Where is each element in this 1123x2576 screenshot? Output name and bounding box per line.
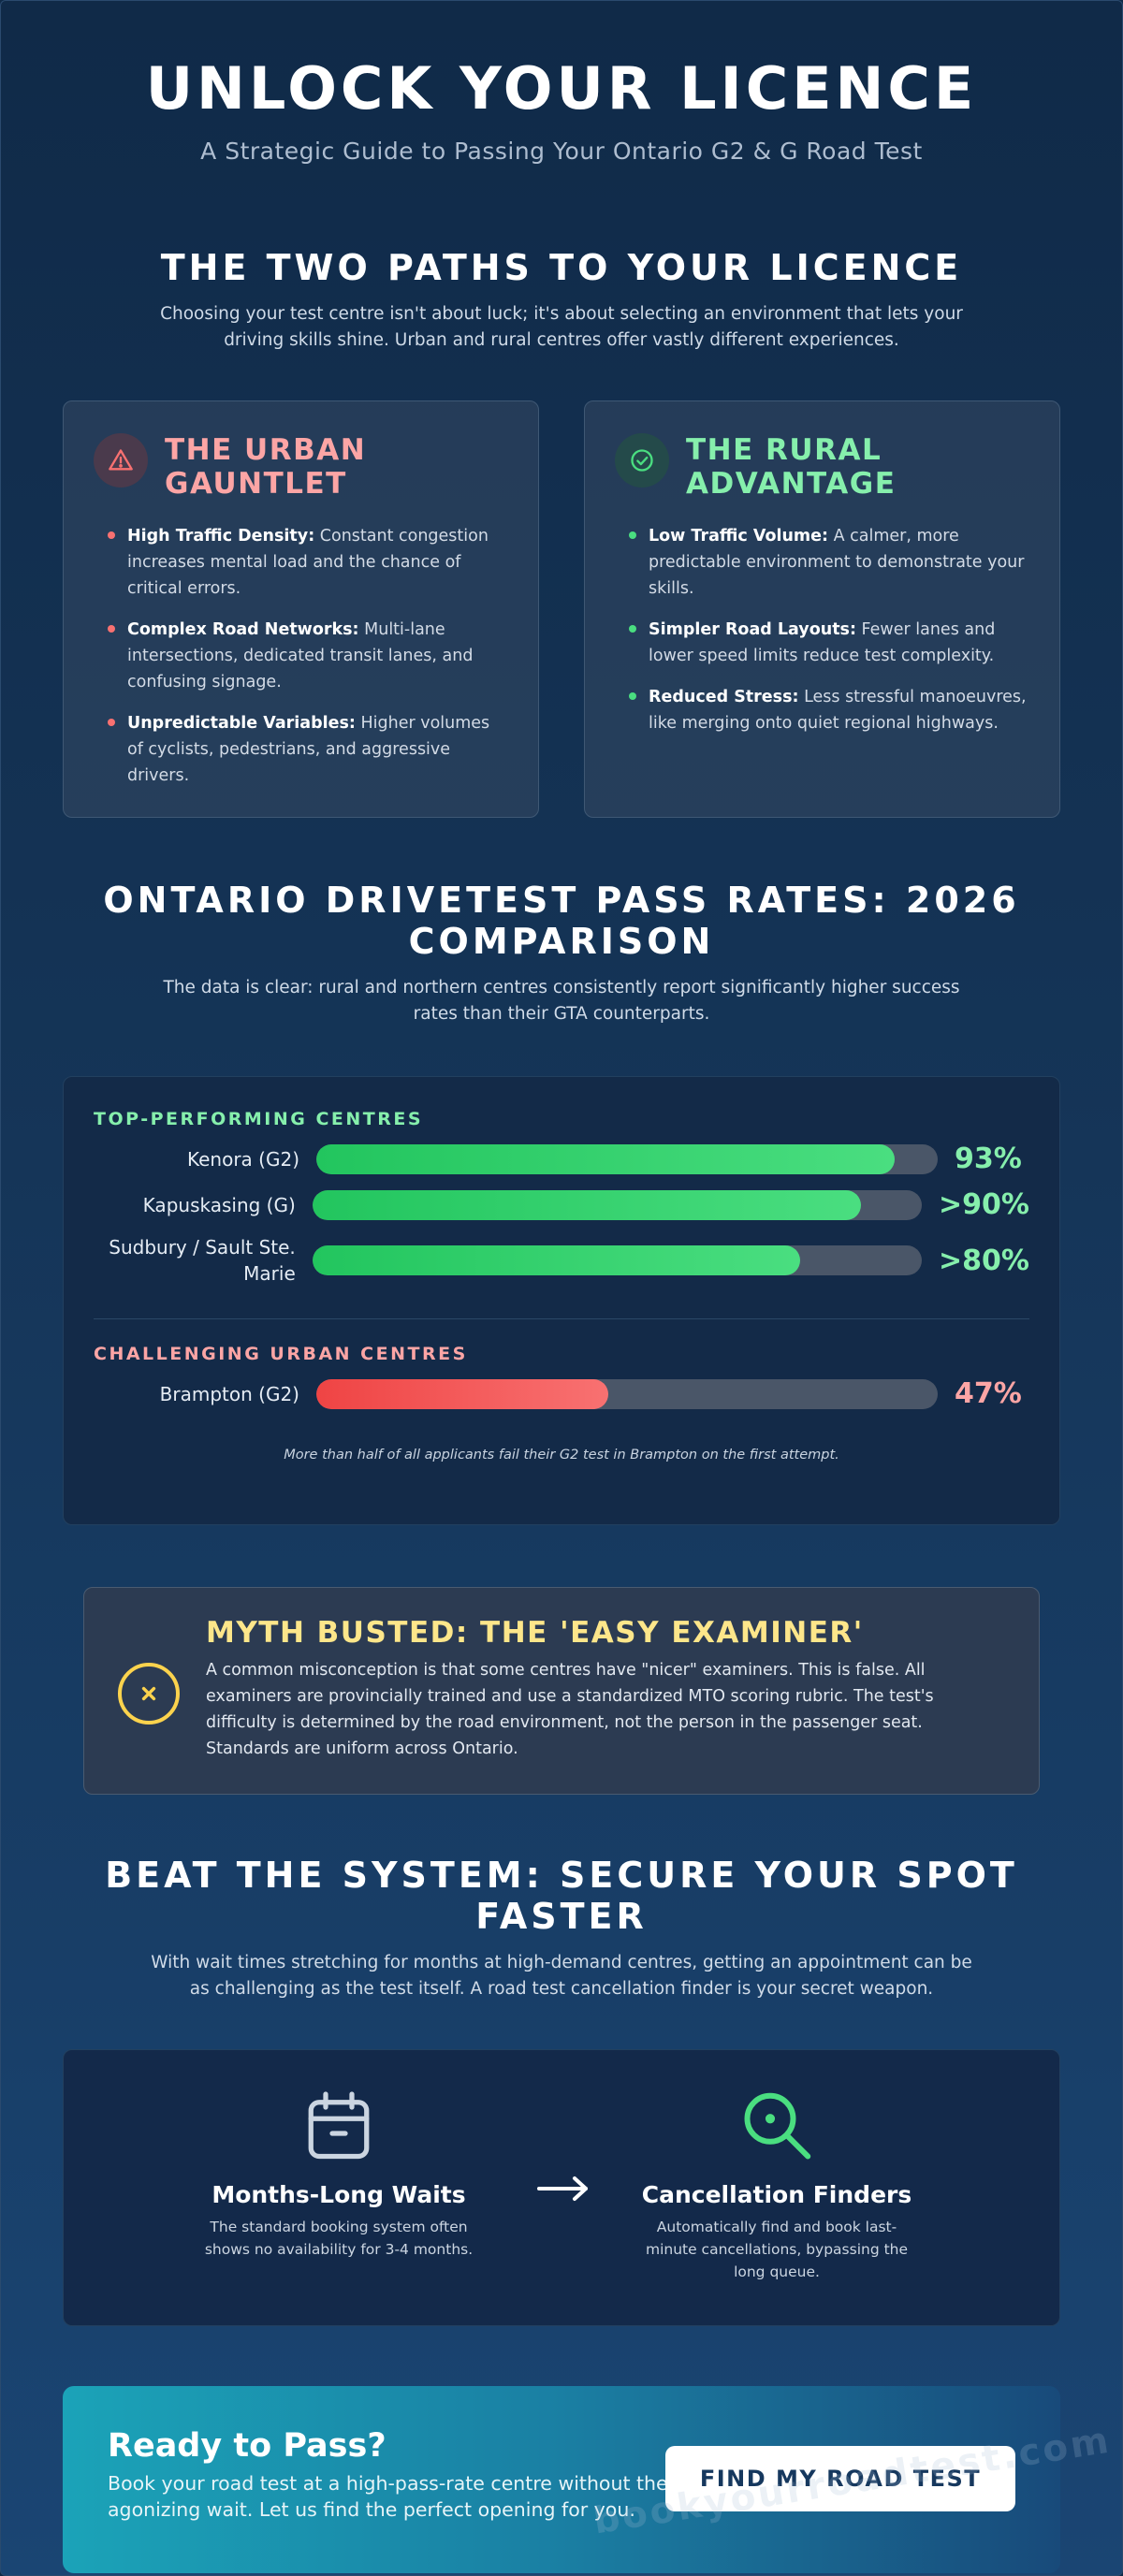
list-item-text: Multi-lane intersections, dedicated tran… xyxy=(127,620,474,691)
list-item-label: Reduced Stress: xyxy=(649,688,799,706)
list-item-label: Simpler Road Layouts: xyxy=(649,620,856,639)
bar-row: Kapuskasing (G) >90% xyxy=(94,1188,1029,1221)
chart-note: More than half of all applicants fail th… xyxy=(284,1448,839,1463)
beat-section: BEAT THE SYSTEM: SECURE YOUR SPOT FASTER… xyxy=(1,1855,1122,2002)
bar-label: Kenora (G2) xyxy=(187,1147,299,1171)
list-item-text: Fewer lanes and lower speed limits reduc… xyxy=(649,620,996,665)
rural-title-line-1: THE RURAL xyxy=(686,433,882,467)
rural-card-title: THE RURAL ADVANTAGE xyxy=(686,433,896,501)
bar-row: Sudbury / Sault Ste. Marie >80% xyxy=(94,1234,1029,1287)
bar-value-label: 47% xyxy=(955,1377,1022,1410)
myth-body: MYTH BUSTED: THE 'EASY EXAMINER' A commo… xyxy=(206,1616,983,1794)
list-item-label: High Traffic Density: xyxy=(127,527,315,546)
bar xyxy=(316,1378,609,1409)
list-item: Reduced Stress: Less stressful manoeuvre… xyxy=(629,684,1029,736)
rates-title: ONTARIO DRIVETEST PASS RATES: 2026 COMPA… xyxy=(1,880,1122,962)
bar-track xyxy=(312,1245,923,1275)
bar-value-label: >90% xyxy=(939,1188,1029,1221)
bar xyxy=(316,1143,895,1174)
bar-label: Kapuskasing (G) xyxy=(142,1193,296,1216)
list-item-label: Low Traffic Volume: xyxy=(649,527,829,546)
beat-title-line-2: FASTER xyxy=(475,1896,648,1937)
urban-centres-bars: Brampton (G2) 47% xyxy=(94,1377,1029,1410)
myth-callout: MYTH BUSTED: THE 'EASY EXAMINER' A commo… xyxy=(83,1587,1040,1795)
rates-title-line-1: ONTARIO DRIVETEST PASS RATES: 2026 xyxy=(103,880,1020,921)
x-circle-icon xyxy=(118,1663,180,1725)
cta-text: Book your road test at a high-pass-rate … xyxy=(108,2472,668,2521)
beat-comparison: Months-Long Waits The standard booking s… xyxy=(63,2049,1060,2326)
page-title: UNLOCK YOUR LICENCE xyxy=(145,54,978,123)
top-centres-bars: Kenora (G2) 93% Kapuskasing (G) >90% Sudbury… xyxy=(94,1142,1029,1287)
waits-column: Months-Long Waits The standard booking s… xyxy=(198,2088,479,2261)
pass-rate-chart: TOP-PERFORMING CENTRES Kenora (G2) 93% Kap… xyxy=(63,1076,1060,1525)
calendar-icon xyxy=(198,2088,479,2170)
find-road-test-button[interactable]: FIND MY ROAD TEST xyxy=(665,2446,1015,2511)
arrow-right-icon xyxy=(535,2170,591,2211)
bar xyxy=(312,1189,861,1220)
list-item: High Traffic Density: Constant congestio… xyxy=(108,523,508,602)
rural-title-line-2: ADVANTAGE xyxy=(686,467,897,501)
finders-column: Cancellation Finders Automatically find … xyxy=(636,2088,917,2283)
urban-title-line-2: GAUNTLET xyxy=(165,467,347,501)
search-icon xyxy=(636,2088,917,2170)
rates-title-line-2: COMPARISON xyxy=(408,921,715,962)
list-item-label: Unpredictable Variables: xyxy=(127,714,356,733)
bar-row: Brampton (G2) 47% xyxy=(94,1377,1029,1410)
page-subtitle: A Strategic Guide to Passing Your Ontari… xyxy=(200,138,923,165)
urban-card-title: THE URBAN GAUNTLET xyxy=(165,433,366,501)
hero: UNLOCK YOUR LICENCE A Strategic Guide to… xyxy=(1,1,1122,166)
list-item-text: Constant congestion increases mental loa… xyxy=(127,527,489,598)
list-item: Low Traffic Volume: A calmer, more predi… xyxy=(629,523,1029,602)
list-item-label: Complex Road Networks: xyxy=(127,620,359,639)
chart-divider xyxy=(94,1318,1029,1319)
list-item-text: Higher volumes of cyclists, pedestrians,… xyxy=(127,714,490,785)
beat-description: With wait times stretching for months at… xyxy=(151,1953,972,1999)
paths-section: THE TWO PATHS TO YOUR LICENCE Choosing y… xyxy=(1,247,1122,354)
rural-card-header: THE RURAL ADVANTAGE xyxy=(615,433,1029,501)
top-centres-label: TOP-PERFORMING CENTRES xyxy=(94,1109,424,1129)
list-item: Complex Road Networks: Multi-lane inters… xyxy=(108,617,508,695)
beat-title: BEAT THE SYSTEM: SECURE YOUR SPOT FASTER xyxy=(1,1855,1122,1937)
myth-title: MYTH BUSTED: THE 'EASY EXAMINER' xyxy=(206,1616,864,1650)
list-item-text: Less stressful manoeuvres, like merging … xyxy=(649,688,1027,733)
urban-card-header: THE URBAN GAUNTLET xyxy=(94,433,508,501)
urban-card: THE URBAN GAUNTLET High Traffic Density:… xyxy=(63,400,539,818)
bar-label: Brampton (G2) xyxy=(159,1382,299,1405)
warning-triangle-icon xyxy=(94,433,148,488)
cta-title: Ready to Pass? xyxy=(108,2427,386,2465)
list-item-text: A calmer, more predictable environment t… xyxy=(649,527,1025,598)
paths-cards: THE URBAN GAUNTLET High Traffic Density:… xyxy=(63,400,1060,818)
check-circle-icon xyxy=(615,433,669,488)
rural-list: Low Traffic Volume: A calmer, more predi… xyxy=(615,523,1029,736)
rural-card: THE RURAL ADVANTAGE Low Traffic Volume: … xyxy=(584,400,1060,818)
bar-value-label: >80% xyxy=(939,1244,1029,1277)
urban-title-line-1: THE URBAN xyxy=(165,433,367,467)
finders-text: Automatically find and book last-minute … xyxy=(645,2219,909,2280)
bar-row: Kenora (G2) 93% xyxy=(94,1142,1029,1175)
paths-title: THE TWO PATHS TO YOUR LICENCE xyxy=(160,247,963,288)
myth-text: A common misconception is that some cent… xyxy=(206,1661,934,1758)
urban-list: High Traffic Density: Constant congestio… xyxy=(94,523,508,789)
paths-description: Choosing your test centre isn't about lu… xyxy=(160,304,963,350)
rates-section: ONTARIO DRIVETEST PASS RATES: 2026 COMPA… xyxy=(1,880,1122,1027)
waits-text: The standard booking system often shows … xyxy=(204,2219,474,2258)
beat-title-line-1: BEAT THE SYSTEM: SECURE YOUR SPOT xyxy=(105,1855,1018,1896)
bar-track xyxy=(316,1378,938,1409)
bar xyxy=(312,1245,800,1275)
cta-banner: Ready to Pass? Book your road test at a … xyxy=(63,2386,1060,2573)
finders-title: Cancellation Finders xyxy=(641,2181,912,2208)
list-item: Unpredictable Variables: Higher volumes … xyxy=(108,710,508,789)
bar-track xyxy=(316,1143,938,1174)
bar-value-label: 93% xyxy=(955,1142,1022,1175)
list-item: Simpler Road Layouts: Fewer lanes and lo… xyxy=(629,617,1029,669)
bar-label: Sudbury / Sault Ste. Marie xyxy=(109,1236,296,1285)
waits-title: Months-Long Waits xyxy=(211,2181,466,2208)
urban-centres-label: CHALLENGING URBAN CENTRES xyxy=(94,1344,468,1364)
bar-track xyxy=(312,1189,923,1220)
rates-description: The data is clear: rural and northern ce… xyxy=(163,978,960,1024)
